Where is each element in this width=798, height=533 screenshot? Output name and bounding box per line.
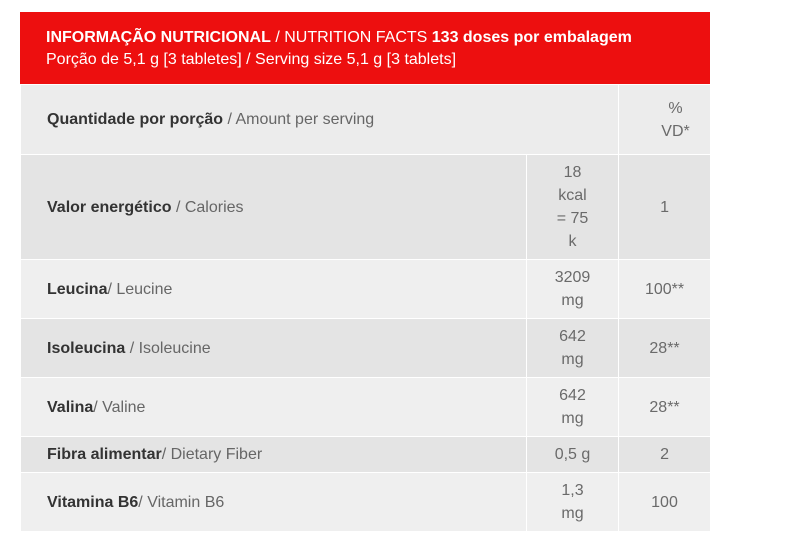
- nutrient-value: 3209 mg: [525, 259, 620, 319]
- table-row: Valor energético / Calories 18 kcal = 75…: [20, 154, 712, 260]
- nutrient-vd: 100**: [618, 259, 712, 319]
- nutrient-name: Vitamina B6/ Vitamin B6: [20, 472, 527, 532]
- table-header-row: Quantidade por porção / Amount per servi…: [19, 84, 712, 155]
- nutrient-vd: 1: [618, 154, 712, 260]
- nutrient-value: 18 kcal = 75 k: [525, 154, 620, 260]
- nutrient-value: 1,3 mg: [525, 472, 620, 532]
- nutrient-name: Fibra alimentar/ Dietary Fiber: [20, 436, 527, 473]
- nutrition-header: INFORMAÇÃO NUTRICIONAL / NUTRITION FACTS…: [20, 12, 710, 84]
- nutrient-value: 642 mg: [525, 318, 620, 378]
- amount-per-serving-label: Quantidade por porção / Amount per servi…: [19, 84, 620, 155]
- nutrient-name: Leucina/ Leucine: [20, 259, 527, 319]
- nutrition-table: Quantidade por porção / Amount per servi…: [19, 84, 712, 532]
- nutrient-value: 642 mg: [525, 377, 620, 437]
- nutrient-vd: 2: [618, 436, 712, 473]
- nutrient-vd: 28**: [618, 318, 712, 378]
- table-row: Vitamina B6/ Vitamin B6 1,3 mg 100: [20, 472, 712, 532]
- nutrient-name: Isoleucina / Isoleucine: [20, 318, 527, 378]
- header-title-bold: INFORMAÇÃO NUTRICIONAL: [46, 29, 271, 46]
- nutrient-name: Valina/ Valine: [20, 377, 527, 437]
- nutrient-vd: 100: [618, 472, 712, 532]
- nutrient-name: Valor energético / Calories: [20, 154, 527, 260]
- nutrient-vd: 28**: [618, 377, 712, 437]
- vd-header: % VD*: [618, 84, 712, 155]
- table-row: Valina/ Valine 642 mg 28**: [20, 377, 712, 437]
- header-title-regular: / NUTRITION FACTS: [270, 29, 432, 46]
- table-row: Isoleucina / Isoleucine 642 mg 28**: [20, 318, 712, 378]
- table-row: Fibra alimentar/ Dietary Fiber 0,5 g 2: [20, 436, 712, 473]
- nutrition-facts-panel: INFORMAÇÃO NUTRICIONAL / NUTRITION FACTS…: [19, 12, 712, 532]
- header-serving-size: Porção de 5,1 g [3 tabletes] / Serving s…: [46, 51, 457, 68]
- header-doses: 133 doses por embalagem: [431, 29, 632, 46]
- header-title-line: INFORMAÇÃO NUTRICIONAL / NUTRITION FACTS…: [46, 27, 710, 49]
- nutrient-value: 0,5 g: [525, 436, 620, 473]
- table-row: Leucina/ Leucine 3209 mg 100**: [20, 259, 712, 319]
